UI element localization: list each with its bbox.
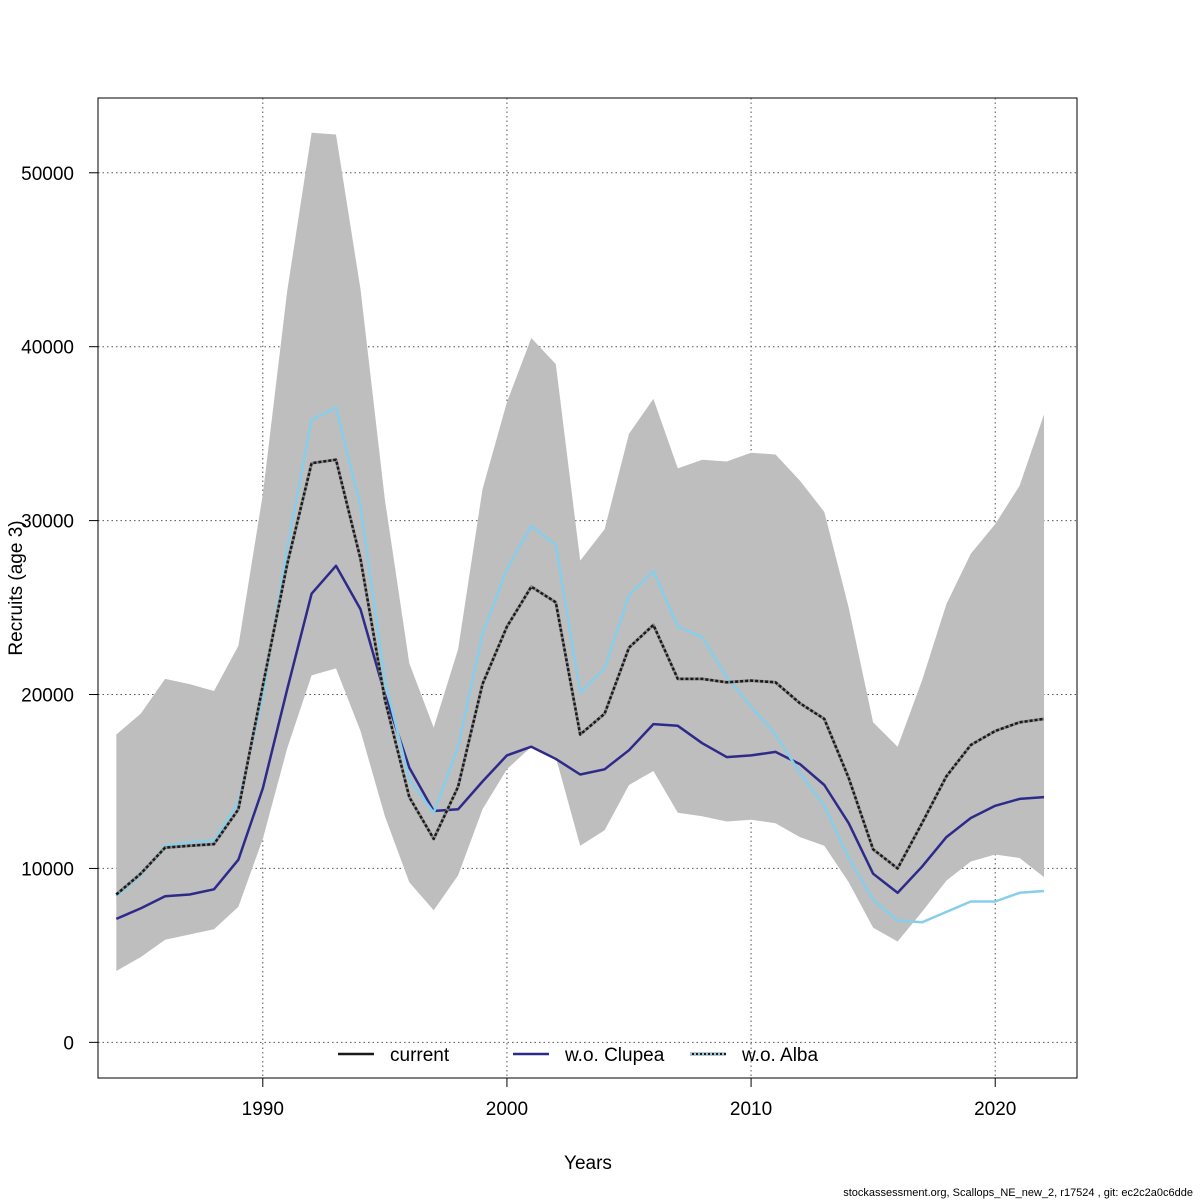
x-tick-label-1990: 1990 bbox=[242, 1099, 284, 1120]
y-tick-label-10000: 10000 bbox=[21, 859, 74, 880]
legend-label-w-o-clupea: w.o. Clupea bbox=[564, 1045, 665, 1066]
plot-frame bbox=[97, 97, 1078, 1079]
y-tick-label-0: 0 bbox=[63, 1033, 74, 1054]
confidence-band-layer bbox=[116, 132, 1045, 972]
y-tick-label-50000: 50000 bbox=[21, 164, 74, 185]
x-axis: 1990 2000 2010 2020 bbox=[242, 1078, 1016, 1120]
y-axis: 0 10000 20000 30000 40000 50000 bbox=[21, 164, 98, 1054]
series-lines-layer bbox=[115, 406, 1045, 924]
series-line-current-dashes bbox=[115, 458, 1045, 896]
series-line-w-o-clupea bbox=[115, 564, 1045, 921]
y-tick-label-40000: 40000 bbox=[21, 338, 74, 359]
footer-credit: stockassessment.org, Scallops_NE_new_2, … bbox=[843, 1187, 1193, 1199]
legend: current w.o. Clupea w.o. Alba bbox=[338, 1045, 818, 1066]
y-tick-label-30000: 30000 bbox=[21, 512, 74, 533]
x-tick-label-2020: 2020 bbox=[974, 1099, 1016, 1120]
legend-label-w-o-alba: w.o. Alba bbox=[741, 1045, 818, 1066]
x-tick-label-2000: 2000 bbox=[486, 1099, 528, 1120]
legend-label-current: current bbox=[390, 1045, 450, 1066]
y-axis-title: Recruits (age 3) bbox=[6, 520, 27, 655]
x-axis-title: Years bbox=[564, 1153, 612, 1174]
y-tick-label-20000: 20000 bbox=[21, 686, 74, 707]
confidence-band bbox=[116, 132, 1045, 972]
x-tick-label-2010: 2010 bbox=[730, 1099, 772, 1120]
